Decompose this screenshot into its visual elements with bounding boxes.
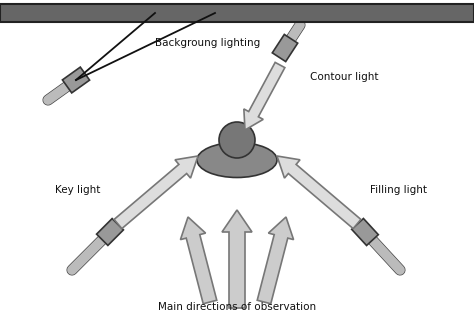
Bar: [97, 219, 123, 246]
FancyArrow shape: [257, 217, 293, 304]
Text: Key light: Key light: [55, 185, 100, 195]
Text: Filling light: Filling light: [370, 185, 427, 195]
FancyArrow shape: [244, 62, 285, 130]
FancyArrow shape: [277, 156, 361, 228]
FancyArrow shape: [222, 210, 252, 308]
Circle shape: [219, 122, 255, 158]
Bar: [0, 4, 474, 22]
Text: Main directions of observation: Main directions of observation: [158, 302, 316, 312]
Text: Backgroung lighting: Backgroung lighting: [155, 38, 260, 48]
Bar: [63, 67, 90, 93]
FancyArrow shape: [181, 217, 217, 304]
Text: Contour light: Contour light: [310, 72, 379, 82]
Ellipse shape: [197, 143, 277, 178]
Bar: [352, 218, 378, 246]
FancyArrow shape: [114, 156, 198, 228]
Bar: [272, 34, 298, 62]
